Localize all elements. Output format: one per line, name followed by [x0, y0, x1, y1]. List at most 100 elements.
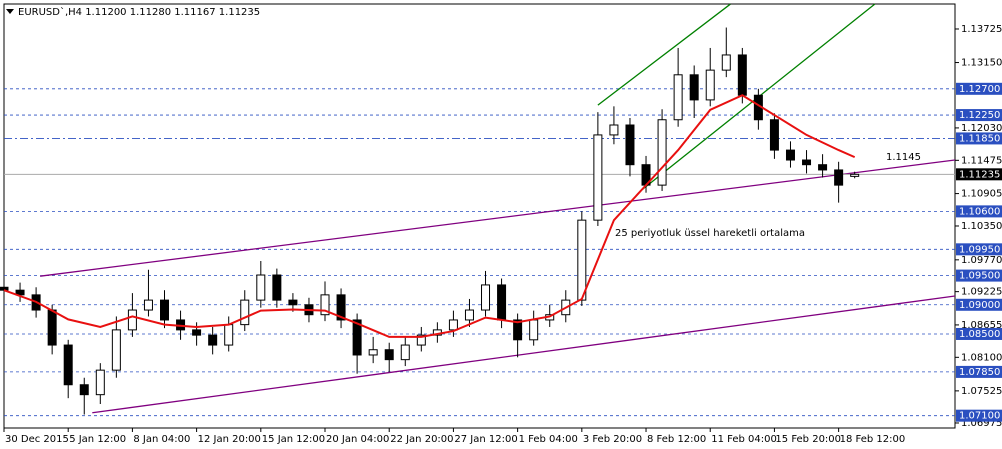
x-tick-label: 8 Feb 12:00	[647, 434, 706, 445]
trend-line	[40, 159, 956, 277]
trend-line	[92, 295, 956, 414]
candle-body	[481, 284, 491, 311]
y-tick-label: 1.06975	[961, 418, 1002, 429]
level-label-box	[956, 269, 1002, 282]
current-price-box	[956, 168, 1002, 181]
candle-body	[160, 299, 170, 321]
candle-body	[705, 69, 715, 101]
y-tick-label: 1.07525	[961, 386, 1002, 397]
candle-body	[384, 349, 394, 361]
level-label: 1.10600	[959, 206, 1000, 217]
x-tick-label: 20 Jan 04:00	[326, 434, 389, 445]
candle-body	[15, 289, 25, 296]
level-label: 1.12250	[959, 110, 1000, 121]
candle-body	[224, 324, 234, 346]
level-label: 1.09500	[959, 271, 1000, 282]
level-label: 1.07100	[959, 411, 1000, 422]
candle-body	[657, 119, 667, 186]
menu-icon	[6, 9, 14, 14]
x-tick-label: 1 Feb 04:00	[519, 434, 578, 445]
y-tick-label: 1.10905	[961, 189, 1002, 200]
candle-body	[143, 299, 153, 311]
candle-body	[288, 299, 298, 306]
level-label: 1.11850	[959, 133, 1000, 144]
candle-body	[785, 149, 795, 161]
candle-body	[63, 344, 73, 386]
candle-body	[737, 54, 747, 96]
level-label-box	[956, 132, 1002, 145]
x-tick-label: 11 Feb 04:00	[711, 434, 777, 445]
level-label: 1.09950	[959, 244, 1000, 255]
candle-body	[834, 169, 844, 186]
candle-body	[256, 274, 266, 301]
x-tick-label: 12 Jan 20:00	[198, 434, 261, 445]
level-label-box	[956, 327, 1002, 340]
annotation: 1.1145	[886, 152, 921, 163]
candle-body	[127, 309, 137, 331]
candle-body	[673, 74, 683, 121]
candle-body	[593, 134, 603, 221]
x-tick-label: 30 Dec 2015	[5, 434, 69, 445]
level-label-box	[956, 205, 1002, 218]
y-tick-label: 1.11475	[961, 155, 1002, 166]
x-tick-label: 15 Jan 12:00	[262, 434, 325, 445]
level-label-box	[956, 365, 1002, 378]
candle-body	[577, 219, 587, 301]
level-label-box	[956, 243, 1002, 256]
x-tick-label: 5 Jan 12:00	[69, 434, 126, 445]
candle-body	[400, 344, 410, 361]
candle-body	[208, 334, 218, 346]
x-tick-label: 22 Jan 20:00	[390, 434, 453, 445]
trend-line	[597, 3, 731, 106]
level-label-box	[956, 109, 1002, 122]
candle-body	[240, 299, 250, 326]
candle-body	[111, 329, 121, 371]
candle-body	[448, 319, 458, 331]
level-label: 1.12700	[959, 84, 1000, 95]
level-label-box	[956, 298, 1002, 311]
x-tick-label: 8 Jan 04:00	[133, 434, 190, 445]
candle-body	[689, 74, 699, 101]
plot-area	[3, 3, 956, 429]
y-tick-label: 1.13725	[961, 24, 1002, 35]
candle-body	[95, 369, 105, 396]
x-tick-label: 15 Feb 20:00	[775, 434, 841, 445]
candle-body	[850, 173, 860, 177]
candle-body	[497, 284, 507, 321]
candle-body	[368, 349, 378, 356]
level-label-box	[956, 409, 1002, 422]
y-tick-label: 1.10350	[961, 221, 1002, 232]
candle-body	[352, 319, 362, 356]
level-label-box	[956, 82, 1002, 95]
y-tick-label: 1.08655	[961, 320, 1002, 331]
x-tick-label: 3 Feb 20:00	[583, 434, 642, 445]
y-tick-label: 1.13150	[961, 58, 1002, 69]
y-tick-label: 1.09770	[961, 255, 1002, 266]
x-tick-label: 18 Feb 12:00	[840, 434, 906, 445]
candle-body	[802, 159, 812, 166]
candle-body	[79, 384, 89, 396]
candle-body	[721, 54, 731, 71]
candle-body	[416, 334, 426, 346]
y-tick-label: 1.12030	[961, 123, 1002, 134]
candle-body	[0, 286, 9, 291]
annotation: 25 periyotluk üssel hareketli ortalama	[615, 228, 805, 239]
y-tick-label: 1.09225	[961, 287, 1002, 298]
candle-body	[47, 309, 57, 346]
candle-body	[818, 164, 828, 171]
level-label: 1.07850	[959, 367, 1000, 378]
x-tick-label: 27 Jan 12:00	[454, 434, 517, 445]
current-price-label: 1.11235	[959, 169, 1000, 180]
candle-body	[769, 119, 779, 151]
level-label: 1.08500	[959, 329, 1000, 340]
candle-body	[609, 124, 619, 136]
candle-body	[320, 294, 330, 316]
candle-body	[192, 329, 202, 336]
chart-title: EURUSD`,H4 1.11200 1.11280 1.11167 1.112…	[18, 6, 260, 18]
y-tick-label: 1.08100	[961, 352, 1002, 363]
candle-body	[336, 294, 346, 321]
candle-body	[513, 319, 523, 341]
level-label: 1.09000	[959, 300, 1000, 311]
candle-body	[625, 124, 635, 166]
